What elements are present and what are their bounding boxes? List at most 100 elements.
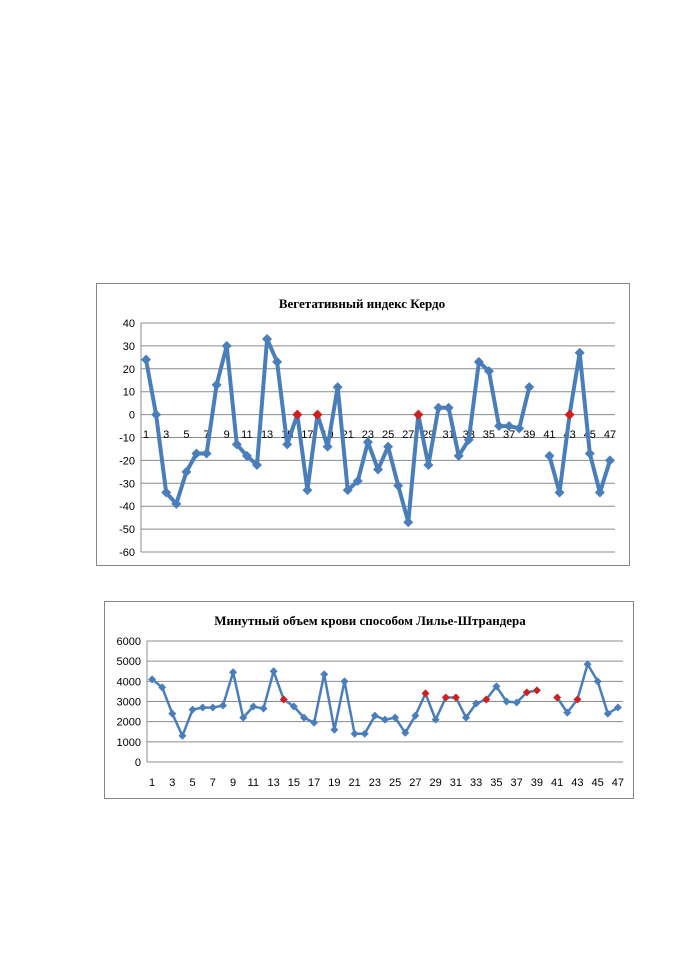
y-tick-label: 10	[123, 387, 135, 399]
data-point	[158, 683, 167, 692]
y-tick-label: 3000	[117, 697, 141, 709]
data-point	[171, 498, 182, 509]
data-point	[383, 441, 394, 452]
highlighted-point	[312, 409, 323, 420]
data-point	[603, 709, 612, 718]
data-point	[512, 698, 521, 707]
data-point	[310, 718, 319, 727]
x-tick-label: 39	[531, 777, 543, 789]
x-tick-label: 13	[267, 777, 279, 789]
x-tick-label: 41	[551, 777, 563, 789]
data-point	[221, 340, 232, 351]
highlighted-point	[564, 409, 575, 420]
data-point	[462, 713, 471, 722]
data-point	[350, 729, 359, 738]
x-tick-label: 5	[183, 429, 189, 441]
data-point	[352, 476, 363, 487]
x-tick-label: 11	[248, 777, 259, 789]
data-point	[554, 487, 565, 498]
x-tick-label: 3	[169, 777, 175, 789]
x-tick-label: 31	[442, 429, 454, 441]
x-tick-label: 27	[402, 429, 414, 441]
data-point	[423, 459, 434, 470]
data-point	[198, 703, 207, 712]
data-point	[322, 441, 333, 452]
data-point	[259, 704, 268, 713]
data-point	[453, 450, 464, 461]
data-point	[473, 356, 484, 367]
minute-volume-chart-svg: Минутный объем крови способом Лилье-Штра…	[117, 613, 625, 789]
data-point	[218, 701, 227, 710]
x-tick-label: 21	[348, 777, 360, 789]
y-tick-label: -40	[119, 501, 135, 513]
y-tick-label: 4000	[117, 676, 141, 688]
y-tick-label: 0	[135, 757, 141, 769]
x-tick-label: 7	[210, 777, 216, 789]
x-tick-label: 1	[149, 777, 155, 789]
series-line	[556, 662, 619, 715]
data-point	[289, 702, 298, 711]
data-point	[272, 356, 283, 367]
chart-title: Вегетативный индекс Кердо	[279, 296, 445, 311]
y-tick-label: 1000	[117, 737, 141, 749]
x-tick-label: 25	[382, 429, 394, 441]
data-point	[594, 487, 605, 498]
x-tick-label: 23	[362, 429, 374, 441]
data-point	[604, 455, 615, 466]
data-point	[148, 675, 157, 684]
data-point	[201, 448, 212, 459]
x-tick-label: 47	[604, 429, 616, 441]
data-point	[161, 487, 172, 498]
data-point	[181, 466, 192, 477]
y-tick-label: -30	[119, 478, 135, 490]
x-tick-label: 3	[163, 429, 169, 441]
y-tick-label: 6000	[117, 636, 141, 648]
data-point	[472, 699, 481, 708]
x-tick-label: 35	[490, 777, 502, 789]
data-point	[282, 439, 293, 450]
highlighted-point	[421, 689, 430, 698]
data-point	[574, 347, 585, 358]
data-point	[443, 402, 454, 413]
x-tick-label: 23	[369, 777, 381, 789]
x-tick-label: 37	[503, 429, 515, 441]
y-tick-label: 20	[123, 364, 135, 376]
y-tick-label: 0	[129, 410, 135, 422]
data-point	[403, 517, 414, 528]
data-point	[320, 670, 329, 679]
data-point	[393, 480, 404, 491]
x-tick-label: 7	[203, 429, 209, 441]
x-tick-label: 41	[543, 429, 555, 441]
kerdo-chart-svg: Вегетативный индекс Кердо 40 30 20 10 0 -10 -20…	[119, 296, 616, 559]
data-point	[544, 450, 555, 461]
chart-title: Минутный объем крови способом Лилье-Штра…	[214, 613, 526, 628]
data-point	[433, 402, 444, 413]
data-point	[391, 713, 400, 722]
data-point	[524, 382, 535, 393]
series-line	[547, 350, 612, 495]
data-point	[360, 729, 369, 738]
data-point	[514, 423, 525, 434]
x-tick-label: 33	[470, 777, 482, 789]
data-point	[141, 354, 152, 365]
data-point	[504, 421, 515, 432]
data-point	[340, 677, 349, 686]
y-tick-label: 40	[123, 318, 135, 330]
data-point	[249, 702, 258, 711]
x-tick-label: 9	[230, 777, 236, 789]
data-point	[463, 434, 474, 445]
data-point	[241, 450, 252, 461]
data-point	[381, 715, 389, 724]
data-point	[330, 725, 339, 734]
data-point	[239, 713, 248, 722]
x-tick-label: 5	[190, 777, 196, 789]
x-tick-label: 29	[430, 777, 442, 789]
data-point	[168, 709, 177, 718]
x-tick-label: 13	[261, 429, 273, 441]
x-tick-label: 1	[143, 429, 149, 441]
data-point	[483, 366, 494, 377]
x-tick-label: 15	[288, 777, 300, 789]
x-tick-label: 17	[308, 777, 320, 789]
data-point	[229, 668, 238, 677]
data-point	[563, 708, 572, 717]
